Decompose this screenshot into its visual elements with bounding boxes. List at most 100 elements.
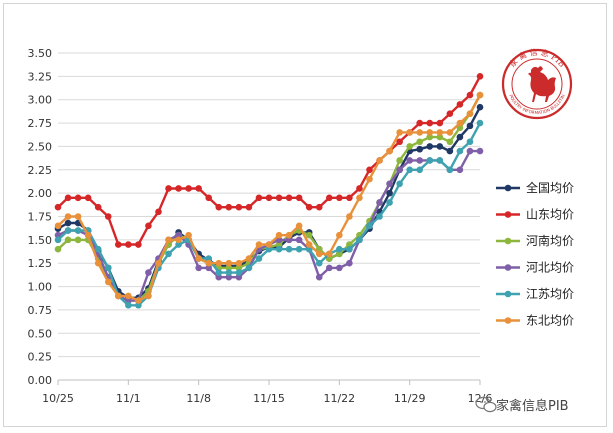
data-point	[456, 147, 464, 155]
y-tick-label: 1.25	[28, 257, 53, 270]
data-point	[74, 194, 82, 202]
y-tick-label: 2.00	[28, 187, 53, 200]
data-point	[285, 236, 293, 244]
stamp-inner-ring	[511, 58, 563, 110]
data-point	[426, 157, 434, 164]
data-point	[396, 157, 403, 164]
data-point	[54, 245, 62, 253]
data-point	[416, 145, 424, 153]
series-2	[54, 73, 484, 248]
data-point	[185, 185, 192, 192]
data-point	[476, 119, 484, 127]
data-point	[396, 166, 403, 174]
data-point	[64, 219, 72, 227]
data-point	[325, 194, 333, 202]
data-point	[476, 147, 484, 155]
data-point	[94, 245, 102, 253]
y-tick-label: 3.00	[28, 94, 53, 107]
rooster-icon	[528, 66, 556, 102]
data-point	[104, 278, 112, 286]
y-tick-label: 0.25	[28, 351, 53, 364]
data-point	[346, 194, 353, 202]
data-point	[175, 231, 182, 239]
data-point	[406, 129, 413, 136]
data-point	[84, 231, 92, 239]
series-line	[57, 106, 482, 299]
data-point	[366, 175, 373, 183]
data-point	[325, 250, 333, 258]
y-tick-label: 3.50	[28, 47, 53, 60]
data-point	[135, 241, 142, 248]
data-point	[265, 241, 273, 248]
data-point	[396, 138, 403, 146]
data-point	[456, 119, 464, 127]
data-point	[426, 129, 434, 136]
y-tick-label: 2.75	[28, 117, 53, 130]
x-tick-label: 10/25	[42, 392, 74, 405]
data-point	[295, 194, 303, 202]
data-point	[386, 180, 393, 188]
data-point	[436, 119, 444, 127]
data-point	[255, 255, 263, 262]
data-point	[225, 269, 233, 276]
data-point	[366, 222, 373, 230]
data-point	[215, 273, 223, 281]
data-point	[305, 241, 313, 248]
grid-lines	[58, 52, 480, 381]
data-point	[235, 269, 243, 276]
data-point	[336, 194, 343, 202]
data-point	[235, 203, 243, 211]
data-point	[295, 222, 303, 230]
data-point	[476, 73, 484, 80]
data-point	[255, 194, 263, 202]
x-tick-label: 11/22	[323, 392, 355, 405]
data-point	[295, 245, 303, 253]
data-point	[165, 236, 172, 244]
data-point	[426, 119, 434, 127]
data-point	[245, 255, 253, 262]
legend-item: 江苏均价	[496, 287, 574, 301]
y-tick-label: 1.50	[28, 234, 53, 247]
data-point	[64, 194, 72, 202]
data-point	[295, 236, 303, 244]
data-point	[336, 245, 343, 253]
data-point	[225, 259, 233, 267]
data-point	[235, 273, 243, 281]
y-tick-label: 1.75	[28, 211, 53, 224]
data-point	[336, 264, 343, 272]
data-point	[386, 199, 393, 206]
data-point	[285, 231, 293, 239]
data-point	[426, 133, 434, 141]
data-point	[114, 292, 122, 300]
series-group	[54, 73, 484, 309]
data-point	[145, 269, 152, 276]
wechat-icon	[475, 396, 497, 413]
data-point	[315, 273, 323, 281]
data-point	[436, 129, 444, 136]
legend-swatch-marker	[504, 237, 512, 245]
data-point	[155, 259, 162, 267]
data-point	[64, 227, 72, 234]
data-point	[285, 194, 293, 202]
data-point	[145, 292, 152, 300]
x-axis: 10/25 11/1 11/8 11/15 11/22 11/29 12/6	[42, 379, 492, 405]
data-point	[466, 122, 474, 130]
data-point	[446, 110, 454, 118]
x-tick-label: 11/29	[394, 392, 426, 405]
data-point	[74, 213, 82, 220]
wechat-watermark: 家禽信息PIB	[475, 396, 569, 414]
data-point	[446, 147, 454, 155]
data-point	[175, 236, 182, 244]
data-point	[386, 189, 393, 197]
data-point	[225, 203, 233, 211]
data-point	[305, 203, 313, 211]
data-point	[336, 250, 343, 258]
data-point	[446, 129, 454, 136]
y-tick-label: 2.25	[28, 164, 53, 177]
data-point	[114, 241, 122, 248]
data-point	[104, 264, 112, 272]
data-point	[396, 129, 403, 136]
data-point	[125, 292, 132, 300]
legend-swatch-marker	[504, 290, 512, 298]
